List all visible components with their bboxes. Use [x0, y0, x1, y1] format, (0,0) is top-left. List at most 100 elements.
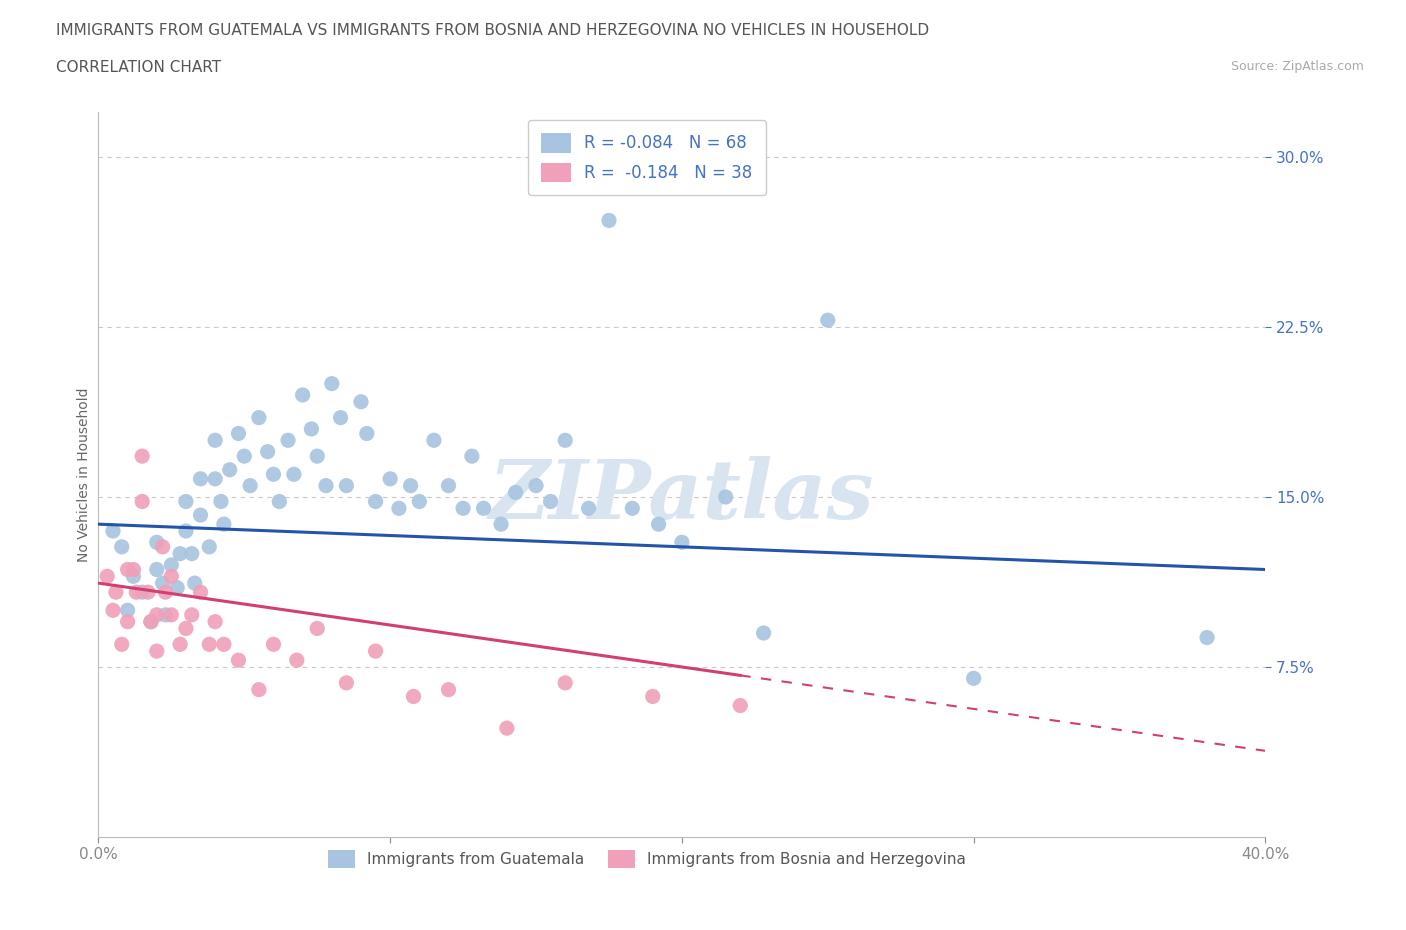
Point: [598, 213, 620, 228]
Point: [204, 472, 226, 486]
Point: [146, 607, 169, 622]
Point: [714, 489, 737, 504]
Point: [174, 621, 197, 636]
Point: [111, 637, 134, 652]
Text: IMMIGRANTS FROM GUATEMALA VS IMMIGRANTS FROM BOSNIA AND HERZEGOVINA NO VEHICLES : IMMIGRANTS FROM GUATEMALA VS IMMIGRANTS …: [56, 23, 929, 38]
Point: [160, 569, 183, 584]
Point: [307, 449, 329, 464]
Point: [364, 494, 387, 509]
Point: [174, 524, 197, 538]
Point: [437, 683, 460, 698]
Point: [125, 585, 148, 600]
Point: [117, 614, 139, 629]
Point: [190, 585, 212, 600]
Point: [817, 312, 839, 327]
Point: [104, 585, 127, 600]
Point: [285, 653, 308, 668]
Point: [277, 432, 299, 447]
Point: [198, 637, 221, 652]
Text: ZIPatlas: ZIPatlas: [489, 456, 875, 536]
Point: [204, 432, 226, 447]
Point: [239, 478, 262, 493]
Point: [408, 494, 430, 509]
Point: [283, 467, 305, 482]
Point: [218, 462, 240, 477]
Point: [402, 689, 425, 704]
Point: [212, 637, 235, 652]
Point: [204, 614, 226, 629]
Point: [180, 546, 202, 561]
Point: [139, 614, 162, 629]
Text: CORRELATION CHART: CORRELATION CHART: [56, 60, 221, 75]
Point: [554, 432, 576, 447]
Point: [101, 603, 124, 618]
Point: [621, 501, 644, 516]
Point: [505, 485, 527, 500]
Point: [321, 376, 343, 391]
Point: [155, 585, 177, 600]
Point: [423, 432, 446, 447]
Point: [451, 501, 474, 516]
Point: [209, 494, 232, 509]
Point: [131, 494, 153, 509]
Point: [472, 501, 495, 516]
Point: [180, 607, 202, 622]
Point: [962, 671, 984, 685]
Point: [169, 637, 191, 652]
Point: [335, 478, 357, 493]
Point: [262, 467, 284, 482]
Point: [166, 580, 188, 595]
Point: [489, 517, 512, 532]
Point: [101, 524, 124, 538]
Point: [190, 508, 212, 523]
Point: [752, 626, 775, 641]
Point: [540, 494, 562, 509]
Point: [578, 501, 600, 516]
Point: [146, 644, 169, 658]
Point: [174, 494, 197, 509]
Point: [730, 698, 752, 713]
Point: [117, 603, 139, 618]
Point: [247, 410, 270, 425]
Point: [256, 445, 278, 459]
Point: [160, 607, 183, 622]
Legend: Immigrants from Guatemala, Immigrants from Bosnia and Herzegovina: Immigrants from Guatemala, Immigrants fr…: [315, 838, 979, 880]
Point: [152, 576, 174, 591]
Point: [146, 562, 169, 577]
Point: [155, 607, 177, 622]
Point: [122, 569, 145, 584]
Point: [160, 558, 183, 573]
Point: [228, 653, 250, 668]
Point: [228, 426, 250, 441]
Point: [496, 721, 519, 736]
Point: [335, 675, 357, 690]
Point: [350, 394, 373, 409]
Point: [122, 562, 145, 577]
Point: [136, 585, 159, 600]
Point: [117, 562, 139, 577]
Point: [131, 585, 153, 600]
Point: [269, 494, 291, 509]
Point: [524, 478, 547, 493]
Point: [131, 449, 153, 464]
Point: [152, 539, 174, 554]
Point: [169, 546, 191, 561]
Point: [247, 683, 270, 698]
Point: [190, 472, 212, 486]
Point: [291, 388, 314, 403]
Point: [262, 637, 284, 652]
Point: [307, 621, 329, 636]
Point: [641, 689, 664, 704]
Point: [356, 426, 378, 441]
Point: [198, 539, 221, 554]
Point: [671, 535, 693, 550]
Point: [315, 478, 337, 493]
Text: Source: ZipAtlas.com: Source: ZipAtlas.com: [1230, 60, 1364, 73]
Point: [299, 421, 322, 436]
Point: [647, 517, 669, 532]
Point: [139, 614, 162, 629]
Y-axis label: No Vehicles in Household: No Vehicles in Household: [77, 387, 91, 562]
Point: [388, 501, 411, 516]
Point: [1195, 631, 1218, 645]
Point: [554, 675, 576, 690]
